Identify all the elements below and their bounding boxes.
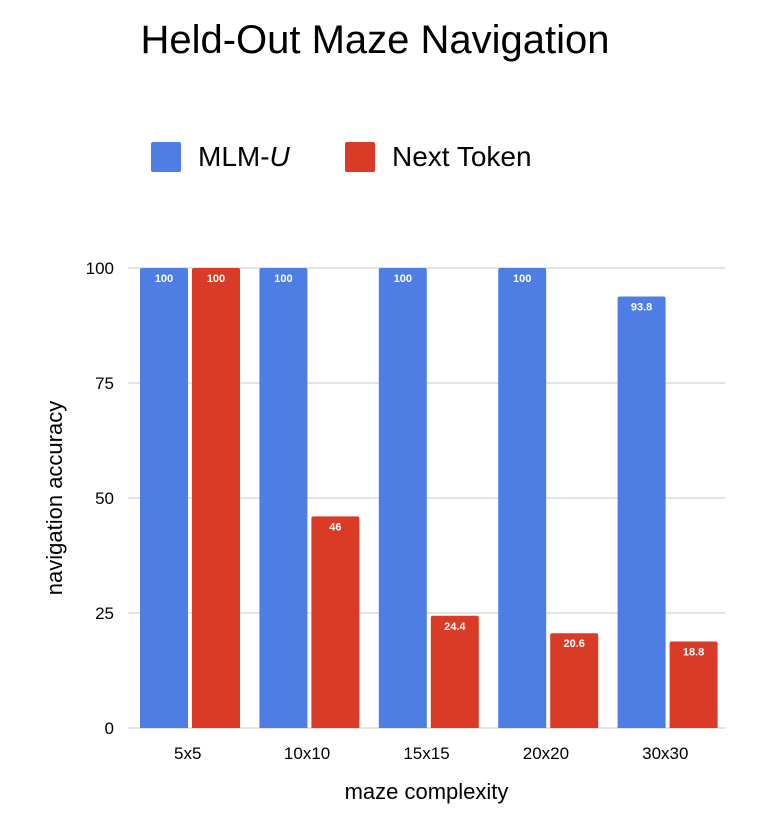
y-tick-label-50: 50: [95, 489, 114, 508]
x-tick-label-5x5: 5x5: [174, 744, 201, 763]
chart-title: Held-Out Maze Navigation: [140, 18, 610, 62]
legend-label-mlm-u-suffix: U: [269, 141, 290, 172]
bar-mlm-u-15x15: [378, 268, 427, 728]
legend-label-mlm-u: MLM-U: [198, 141, 290, 173]
data-label-mlm-u-5x5: 100: [155, 273, 173, 285]
bar-mlm-u-10x10: [259, 268, 308, 728]
legend-item-mlm-u: MLM-U: [151, 140, 290, 174]
legend-swatch-next-token: [345, 142, 375, 172]
data-label-mlm-u-30x30: 93.8: [631, 302, 652, 314]
y-axis-title: navigation accuracy: [42, 401, 67, 595]
data-label-mlm-u-20x20: 100: [513, 273, 531, 285]
bar-next-token-20x20: [550, 633, 599, 728]
data-label-next-token-20x20: 20.6: [563, 638, 584, 650]
legend-label-mlm-u-prefix: MLM-: [198, 141, 270, 172]
bar-next-token-10x10: [311, 516, 360, 728]
bar-mlm-u-5x5: [140, 268, 188, 728]
x-axis-title: maze complexity: [345, 779, 509, 804]
data-label-next-token-5x5: 100: [207, 273, 225, 285]
bar-mlm-u-20x20: [498, 268, 547, 728]
data-label-next-token-10x10: 46: [329, 521, 341, 533]
bar-mlm-u-30x30: [617, 296, 666, 728]
y-tick-label-100: 100: [86, 259, 114, 278]
legend-swatch-mlm-u: [151, 142, 181, 172]
y-tick-label-25: 25: [95, 604, 114, 623]
y-tick-label-0: 0: [105, 719, 114, 738]
legend-label-next-token: Next Token: [392, 141, 532, 172]
bar-next-token-30x30: [669, 641, 718, 728]
x-tick-label-15x15: 15x15: [403, 744, 449, 763]
y-tick-label-75: 75: [95, 374, 114, 393]
data-label-mlm-u-15x15: 100: [394, 273, 412, 285]
legend-item-next-token: Next Token: [345, 140, 532, 174]
x-tick-label-30x30: 30x30: [642, 744, 688, 763]
data-label-next-token-15x15: 24.4: [444, 621, 466, 633]
x-tick-label-20x20: 20x20: [523, 744, 569, 763]
bar-next-token-15x15: [430, 615, 479, 728]
data-label-next-token-30x30: 18.8: [683, 647, 704, 659]
data-label-mlm-u-10x10: 100: [274, 273, 292, 285]
x-tick-label-10x10: 10x10: [284, 744, 330, 763]
bar-next-token-5x5: [192, 268, 240, 728]
